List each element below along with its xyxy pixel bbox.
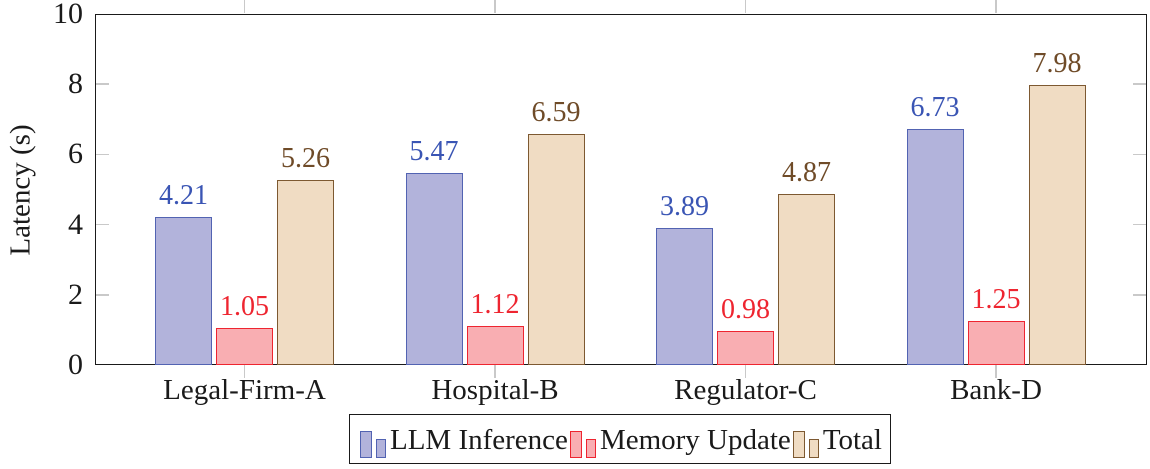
y-tick-label-10: 10 bbox=[53, 0, 83, 30]
bar-value-memory-update-bank-d: 1.25 bbox=[971, 284, 1021, 316]
category-label-regulator-c: Regulator-C bbox=[674, 374, 817, 406]
category-label-hospital-b: Hospital-B bbox=[431, 374, 559, 406]
x-tick-mark-top bbox=[744, 0, 747, 13]
bar-value-llm-inference-hospital-b: 5.47 bbox=[409, 136, 459, 167]
bar-value-total-regulator-c: 4.87 bbox=[782, 157, 831, 189]
y-tick-label-6: 6 bbox=[68, 137, 83, 171]
bar-total-hospital-b bbox=[527, 133, 585, 365]
x-tick-mark-bottom bbox=[995, 365, 997, 378]
legend-swatch-icon bbox=[792, 431, 819, 458]
bar-total-legal-firm-a bbox=[277, 180, 334, 365]
legend-swatch-icon bbox=[569, 431, 596, 458]
bar-memory-update-hospital-b bbox=[466, 325, 524, 365]
y-tick-label-0: 0 bbox=[68, 348, 83, 381]
y-tick-mark-right bbox=[1133, 83, 1146, 85]
bar-value-total-bank-d: 7.98 bbox=[1032, 47, 1082, 79]
legend-entry-total: Total bbox=[791, 418, 882, 463]
x-tick-mark-bottom bbox=[494, 365, 496, 378]
legend-swatch-icon bbox=[360, 431, 386, 458]
legend-label-memory-update: Memory Update bbox=[599, 424, 791, 456]
bar-value-total-legal-firm-a: 5.26 bbox=[281, 143, 330, 175]
x-tick-mark-bottom bbox=[243, 365, 246, 378]
y-tick-label-4: 4 bbox=[68, 207, 83, 241]
bar-value-llm-inference-bank-d: 6.73 bbox=[910, 91, 960, 123]
y-tick-label-2: 2 bbox=[68, 277, 83, 311]
legend-label-llm-inference: LLM Inference bbox=[390, 424, 568, 456]
bar-total-bank-d bbox=[1028, 84, 1086, 365]
x-tick-mark-top bbox=[494, 0, 496, 13]
legend-entry-llm-inference: LLM Inference bbox=[358, 418, 568, 463]
bar-value-total-hospital-b: 6.59 bbox=[531, 96, 581, 128]
y-tick-mark-left bbox=[96, 83, 109, 85]
x-tick-mark-top bbox=[995, 0, 997, 13]
y-tick-mark-right bbox=[1133, 223, 1146, 226]
x-tick-mark-top bbox=[243, 0, 246, 13]
legend-swatch-bar bbox=[569, 431, 582, 458]
bar-llm-inference-hospital-b bbox=[405, 173, 463, 365]
bar-memory-update-regulator-c bbox=[717, 330, 774, 365]
legend-swatch-bar bbox=[808, 439, 819, 458]
bar-value-memory-update-hospital-b: 1.12 bbox=[470, 288, 520, 320]
bar-value-memory-update-regulator-c: 0.98 bbox=[721, 293, 770, 325]
bar-value-llm-inference-legal-firm-a: 4.21 bbox=[159, 180, 208, 212]
legend-swatch-bar bbox=[360, 431, 372, 458]
category-label-legal-firm-a: Legal-Firm-A bbox=[163, 374, 326, 406]
x-tick-mark-bottom bbox=[744, 365, 747, 378]
bar-memory-update-bank-d bbox=[967, 321, 1025, 365]
bar-total-regulator-c bbox=[778, 194, 835, 365]
bar-llm-inference-legal-firm-a bbox=[155, 217, 212, 365]
bar-value-llm-inference-regulator-c: 3.89 bbox=[660, 191, 709, 223]
plot-area bbox=[95, 14, 1147, 365]
y-tick-mark-left bbox=[96, 153, 109, 156]
y-tick-mark-right bbox=[1133, 153, 1146, 156]
y-tick-label-8: 8 bbox=[68, 67, 83, 101]
legend-entry-memory-update: Memory Update bbox=[568, 418, 791, 463]
bar-llm-inference-bank-d bbox=[906, 128, 964, 365]
bar-memory-update-legal-firm-a bbox=[216, 328, 273, 365]
bar-value-memory-update-legal-firm-a: 1.05 bbox=[220, 291, 269, 323]
legend-label-total: Total bbox=[822, 424, 882, 456]
legend-swatch-bar bbox=[376, 439, 386, 458]
legend-swatch-bar bbox=[792, 431, 805, 458]
y-tick-mark-left bbox=[96, 223, 109, 226]
legend-swatch-bar bbox=[585, 439, 596, 458]
y-tick-mark-left bbox=[96, 294, 109, 296]
bar-llm-inference-regulator-c bbox=[656, 228, 713, 365]
y-tick-mark-right bbox=[1133, 294, 1146, 296]
chart-legend: LLM Inference Memory Update Total bbox=[349, 414, 891, 464]
category-label-bank-d: Bank-D bbox=[950, 374, 1042, 406]
